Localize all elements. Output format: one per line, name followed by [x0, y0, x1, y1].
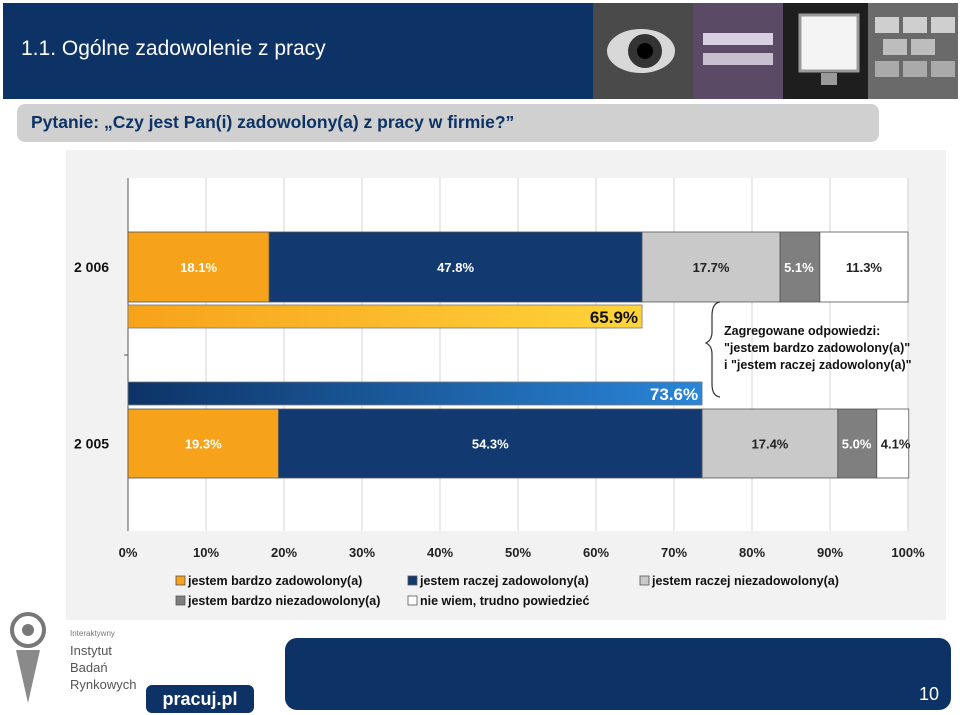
bar-data-label: 11.3% [846, 260, 883, 275]
monitor-icon [798, 13, 860, 73]
key-2 [903, 17, 927, 33]
bar-data-label: 5.0% [842, 437, 872, 452]
institute-line-1: Interaktywny [70, 629, 115, 638]
slide-title: 1.1. Ogólne zadowolenie z pracy [21, 37, 326, 60]
eye-pupil [637, 43, 653, 59]
bar-segment [837, 408, 878, 479]
x-tick-label: 80% [739, 545, 765, 560]
bar-segment [268, 231, 643, 303]
legend-label: nie wiem, trudno powiedzieć [420, 594, 590, 608]
bar-data-label: 5.1% [784, 260, 814, 275]
legend-label: jestem bardzo zadowolony(a) [187, 574, 362, 588]
x-tick-label: 30% [349, 545, 375, 560]
x-tick-label: 0% [119, 545, 138, 560]
institute-logo-graphic: Interaktywny Instytut Badań Rynkowych [10, 612, 136, 703]
bar-data-label: 54.3% [472, 437, 509, 452]
footer-bar: 10 [285, 638, 951, 710]
bar-data-label: 18.1% [180, 260, 217, 275]
institute-logo: Interaktywny Instytut Badań Rynkowych [4, 608, 144, 708]
category-label: 2 005 [74, 436, 109, 452]
bar-segment [701, 408, 839, 479]
key-5 [911, 39, 935, 55]
bar-data-label: 47.8% [437, 260, 474, 275]
aggregate-data-label: 65.9% [590, 308, 638, 327]
keyboard-photo [693, 3, 783, 99]
x-tick-label: 70% [661, 545, 687, 560]
pracuj-logo: pracuj.pl [146, 685, 254, 713]
institute-line-3: Badań [70, 660, 108, 675]
legend-swatch [639, 575, 650, 586]
institute-line-4: Rynkowych [70, 677, 136, 692]
annotation-text: "jestem bardzo zadowolony(a)" [724, 341, 910, 355]
question-box: Pytanie: „Czy jest Pan(i) zadowolony(a) … [17, 104, 879, 142]
x-tick-label: 60% [583, 545, 609, 560]
key-6 [875, 61, 899, 77]
x-tick-label: 90% [817, 545, 843, 560]
x-tick-label: 50% [505, 545, 531, 560]
key-7 [903, 61, 927, 77]
monitor-stand [821, 73, 837, 85]
bar-data-label: 17.4% [752, 437, 789, 452]
annotation-text: Zagregowane odpowiedzi: [724, 324, 880, 338]
header-photo-strip [593, 3, 958, 99]
page-number: 10 [918, 684, 939, 704]
logo-figure-icon [16, 650, 40, 703]
legend-label: jestem raczej zadowolony(a) [419, 574, 589, 588]
legend-label: jestem bardzo niezadowolony(a) [187, 594, 380, 608]
header-photos [593, 3, 958, 99]
annotation-bracket [704, 301, 721, 398]
key-3 [931, 17, 955, 33]
key-4 [883, 39, 907, 55]
pracuj-logo-text: pracuj.pl [162, 689, 238, 709]
bar-data-label: 4.1% [881, 437, 911, 452]
aggregate-data-label: 73.6% [650, 385, 698, 404]
logo-head-icon [10, 612, 46, 648]
title-bar: 1.1. Ogólne zadowolenie z pracy [3, 3, 593, 99]
stacked-bar-chart: 0% 10% 20% 30% 40% 50% 60% 70% 80% 90% 100% 2 006 18… [74, 178, 925, 608]
key-row-1 [703, 33, 773, 45]
aggregate-bar [127, 304, 643, 329]
legend-label: jestem raczej niezadowolony(a) [651, 574, 839, 588]
institute-line-2: Instytut [70, 643, 112, 658]
question-text: Pytanie: „Czy jest Pan(i) zadowolony(a) … [31, 112, 515, 132]
bar-segment [876, 408, 910, 479]
bar-segment [819, 231, 909, 303]
x-tick-label: 20% [271, 545, 297, 560]
key-8 [931, 61, 955, 77]
bar-data-label: 19.3% [185, 437, 222, 452]
x-tick-label: 10% [193, 545, 219, 560]
key-1 [875, 17, 899, 33]
bar-segment [278, 408, 703, 479]
bar-segment [127, 231, 270, 303]
x-tick-label: 100% [891, 545, 925, 560]
bar-data-label: 17.7% [693, 260, 730, 275]
aggregate-bar [127, 381, 703, 406]
bar-segment [641, 231, 781, 303]
key-row-2 [703, 53, 773, 65]
category-label: 2 006 [74, 259, 109, 275]
logo-eye-icon [22, 624, 34, 636]
bar-segment [127, 408, 279, 479]
legend-swatch [175, 595, 186, 606]
annotation-text: i "jestem raczej zadowolony(a)" [724, 358, 912, 372]
legend-swatch [175, 575, 186, 586]
legend-swatch [407, 595, 418, 606]
chart-area: 0% 10% 20% 30% 40% 50% 60% 70% 80% 90% 100% 2 006 18… [66, 150, 946, 620]
legend-swatch [407, 575, 418, 586]
x-tick-label: 40% [427, 545, 453, 560]
